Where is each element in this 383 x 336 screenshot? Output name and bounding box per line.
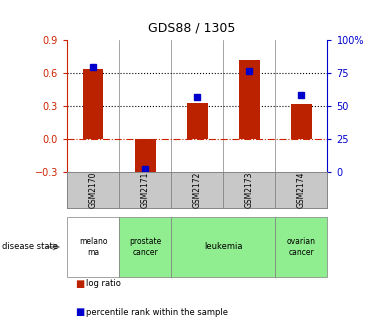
- Text: log ratio: log ratio: [86, 280, 121, 288]
- Bar: [119, 217, 171, 277]
- Bar: [67, 172, 119, 208]
- Bar: [171, 217, 275, 277]
- Bar: [83, 69, 103, 139]
- Text: prostate
cancer: prostate cancer: [129, 237, 161, 257]
- Text: ■: ■: [75, 279, 84, 289]
- Bar: [239, 60, 260, 139]
- Bar: [187, 103, 208, 139]
- Bar: [119, 172, 171, 208]
- Text: GSM2172: GSM2172: [193, 172, 202, 208]
- Bar: [171, 172, 223, 208]
- Text: ■: ■: [75, 307, 84, 318]
- Bar: [291, 104, 312, 139]
- Text: GDS88 / 1305: GDS88 / 1305: [148, 22, 235, 35]
- Text: GSM2173: GSM2173: [245, 172, 254, 208]
- Bar: [275, 172, 327, 208]
- Bar: [67, 217, 119, 277]
- Text: GSM2174: GSM2174: [297, 172, 306, 208]
- Text: leukemia: leukemia: [204, 243, 242, 251]
- Text: GSM2171: GSM2171: [141, 172, 150, 208]
- Text: disease state: disease state: [2, 243, 58, 251]
- Text: GSM2170: GSM2170: [88, 172, 98, 208]
- Bar: [275, 217, 327, 277]
- Text: percentile rank within the sample: percentile rank within the sample: [86, 308, 228, 317]
- Text: ovarian
cancer: ovarian cancer: [287, 237, 316, 257]
- Text: melano
ma: melano ma: [79, 237, 107, 257]
- Bar: [223, 172, 275, 208]
- Bar: [135, 139, 155, 180]
